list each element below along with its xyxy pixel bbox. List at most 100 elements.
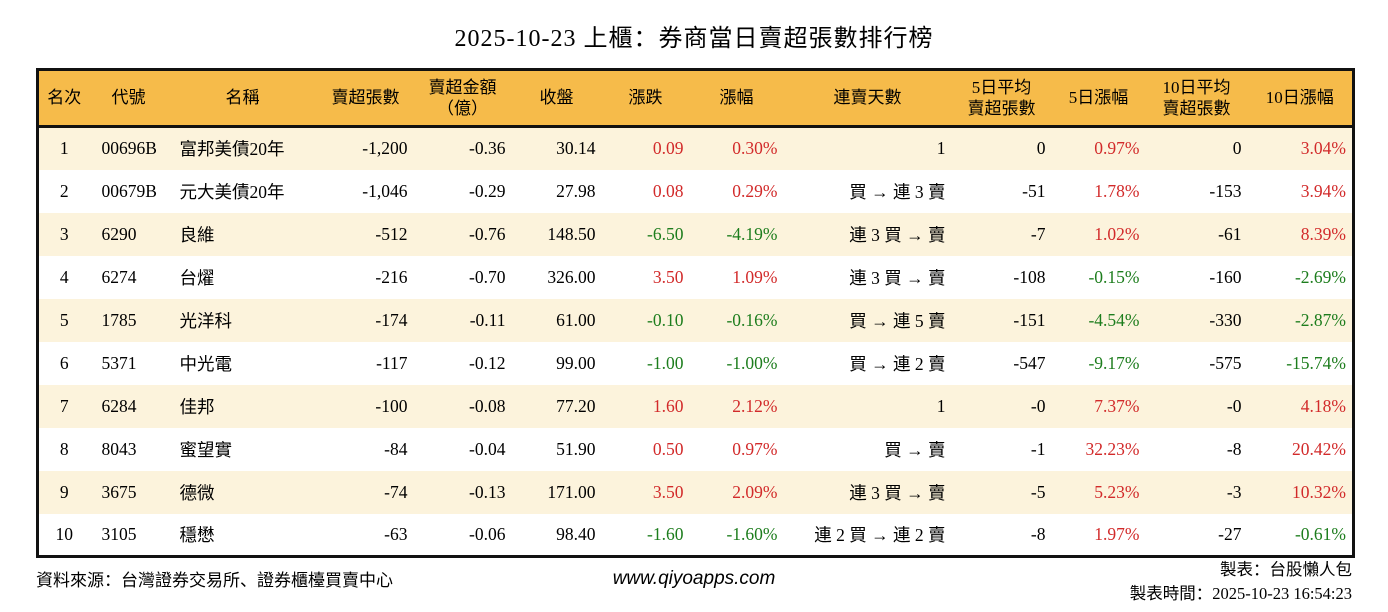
cell-sell-volume: -74 [384,481,408,502]
cell-code: 1785 [101,309,137,330]
header-sell-volume: 賣超張數 [317,69,414,128]
cell-sell-streak: 買 → 賣 [884,439,946,460]
cell-close: 51.90 [556,438,596,459]
cell-change-pct: 0.29% [732,180,778,201]
cell-avg10-sell: -3 [1226,481,1242,502]
cell-avg10-sell: -330 [1209,309,1242,330]
cell-name: 光洋科 [179,310,233,331]
cell-rank: 4 [59,266,69,287]
cell-code: 5371 [101,352,137,373]
cell-sell-amount: -0.36 [469,138,506,159]
cell-pct10: -15.74% [1286,352,1346,373]
header-avg10-sell: 10日平均 賣超張數 [1145,69,1248,128]
cell-close: 61.00 [556,309,596,330]
cell-pct5: 5.23% [1094,481,1140,502]
table-row: 10 3105 穩懋 -63 -0.06 98.40 -1.60 -1.60% 連 2 買 → … [37,513,1354,557]
cell-avg10-sell: -153 [1209,180,1242,201]
website-link[interactable]: www.qiyoapps.com [612,568,776,589]
cell-name: 良維 [179,224,215,245]
cell-avg10-sell: -61 [1218,223,1242,244]
cell-rank: 2 [59,180,69,201]
cell-pct5: 1.02% [1094,223,1140,244]
cell-avg5-sell: -108 [1013,266,1046,287]
cell-rank: 8 [59,438,69,459]
cell-change: 0.50 [652,438,684,459]
cell-pct10: -2.87% [1294,309,1346,330]
cell-sell-amount: -0.11 [469,309,506,330]
cell-close: 77.20 [556,395,596,416]
cell-sell-streak: 買 → 連 3 賣 [849,181,946,202]
header-sell-amount: 賣超金額 （億） [413,69,512,128]
cell-sell-volume: -216 [375,266,408,287]
cell-pct10: 10.32% [1292,481,1346,502]
cell-change-pct: -1.00% [726,352,778,373]
table-row: 8 8043 蜜望實 -84 -0.04 51.90 0.50 0.97% 買 → 賣 -1 32.… [37,427,1354,471]
cell-change: -6.50 [647,223,684,244]
cell-sell-streak: 連 2 買 → 連 2 賣 [814,524,946,545]
cell-close: 27.98 [556,180,596,201]
cell-pct10: 8.39% [1300,223,1346,244]
cell-rank: 1 [59,138,69,159]
cell-avg10-sell: -0 [1226,395,1242,416]
header-avg5-sell: 5日平均 賣超張數 [951,69,1052,128]
cell-avg5-sell: -151 [1013,309,1046,330]
cell-avg10-sell: 0 [1232,138,1242,159]
cell-change: 3.50 [652,266,684,287]
cell-name: 蜜望實 [179,439,233,460]
cell-avg5-sell: -547 [1013,352,1046,373]
cell-change: 0.08 [652,180,684,201]
cell-rank: 10 [55,523,74,544]
cell-sell-amount: -0.29 [469,180,506,201]
cell-rank: 5 [59,309,69,330]
header-name: 名稱 [167,69,318,128]
cell-avg10-sell: -160 [1209,266,1242,287]
cell-avg5-sell: -1 [1030,438,1046,459]
cell-rank: 3 [59,223,69,244]
table-row: 2 00679B 元大美債20年 -1,046 -0.29 27.98 0.08 0.29% 買… [37,169,1354,213]
cell-sell-amount: -0.70 [469,266,506,287]
cell-sell-streak: 買 → 連 2 賣 [849,353,946,374]
cell-sell-volume: -1,046 [362,180,408,201]
page-title: 2025-10-23 上櫃：券商當日賣超張數排行榜 [454,26,934,52]
table-row: 1 00696B 富邦美債20年 -1,200 -0.36 30.14 0.09 0.30% 1… [37,126,1354,170]
cell-pct10: 3.04% [1300,138,1346,159]
cell-code: 3675 [101,481,137,502]
cell-avg10-sell: -27 [1218,523,1242,544]
cell-sell-volume: -117 [376,352,408,373]
cell-pct5: 1.97% [1094,523,1140,544]
cell-sell-amount: -0.06 [469,523,506,544]
cell-sell-volume: -512 [375,223,408,244]
cell-code: 8043 [101,438,137,459]
cell-avg5-sell: -51 [1022,180,1046,201]
cell-close: 30.14 [556,138,596,159]
cell-code: 3105 [101,523,137,544]
cell-change-pct: -1.60% [726,523,778,544]
cell-avg5-sell: -7 [1030,223,1046,244]
cell-name: 佳邦 [179,396,215,417]
header-sell-streak: 連賣天數 [783,69,952,128]
header-rank: 名次 [37,69,90,128]
cell-code: 00679B [101,180,157,201]
cell-avg10-sell: -575 [1209,352,1242,373]
cell-change-pct: 0.30% [732,138,778,159]
cell-sell-amount: -0.04 [469,438,506,459]
report-maker: 製表：台股懶人包 [1220,560,1352,579]
cell-pct10: 3.94% [1300,180,1346,201]
cell-sell-streak: 1 [936,138,946,159]
table-row: 7 6284 佳邦 -100 -0.08 77.20 1.60 2.12% 1 -0 7.37% -0… [37,384,1354,428]
cell-name: 德微 [179,482,215,503]
cell-change: -1.60 [647,523,684,544]
cell-pct5: 0.97% [1094,138,1140,159]
cell-change: -1.00 [647,352,684,373]
cell-avg10-sell: -8 [1226,438,1242,459]
cell-sell-streak: 1 [936,395,946,416]
cell-sell-amount: -0.08 [469,395,506,416]
cell-rank: 7 [59,395,69,416]
cell-avg5-sell: -5 [1030,481,1046,502]
cell-pct10: 4.18% [1300,395,1346,416]
table-body: 1 00696B 富邦美債20年 -1,200 -0.36 30.14 0.09 0.30% 1… [37,126,1354,557]
table-row: 3 6290 良維 -512 -0.76 148.50 -6.50 -4.19% 連 3 買 →… [37,212,1354,256]
header-change: 漲跌 [601,69,690,128]
cell-avg5-sell: -8 [1030,523,1046,544]
